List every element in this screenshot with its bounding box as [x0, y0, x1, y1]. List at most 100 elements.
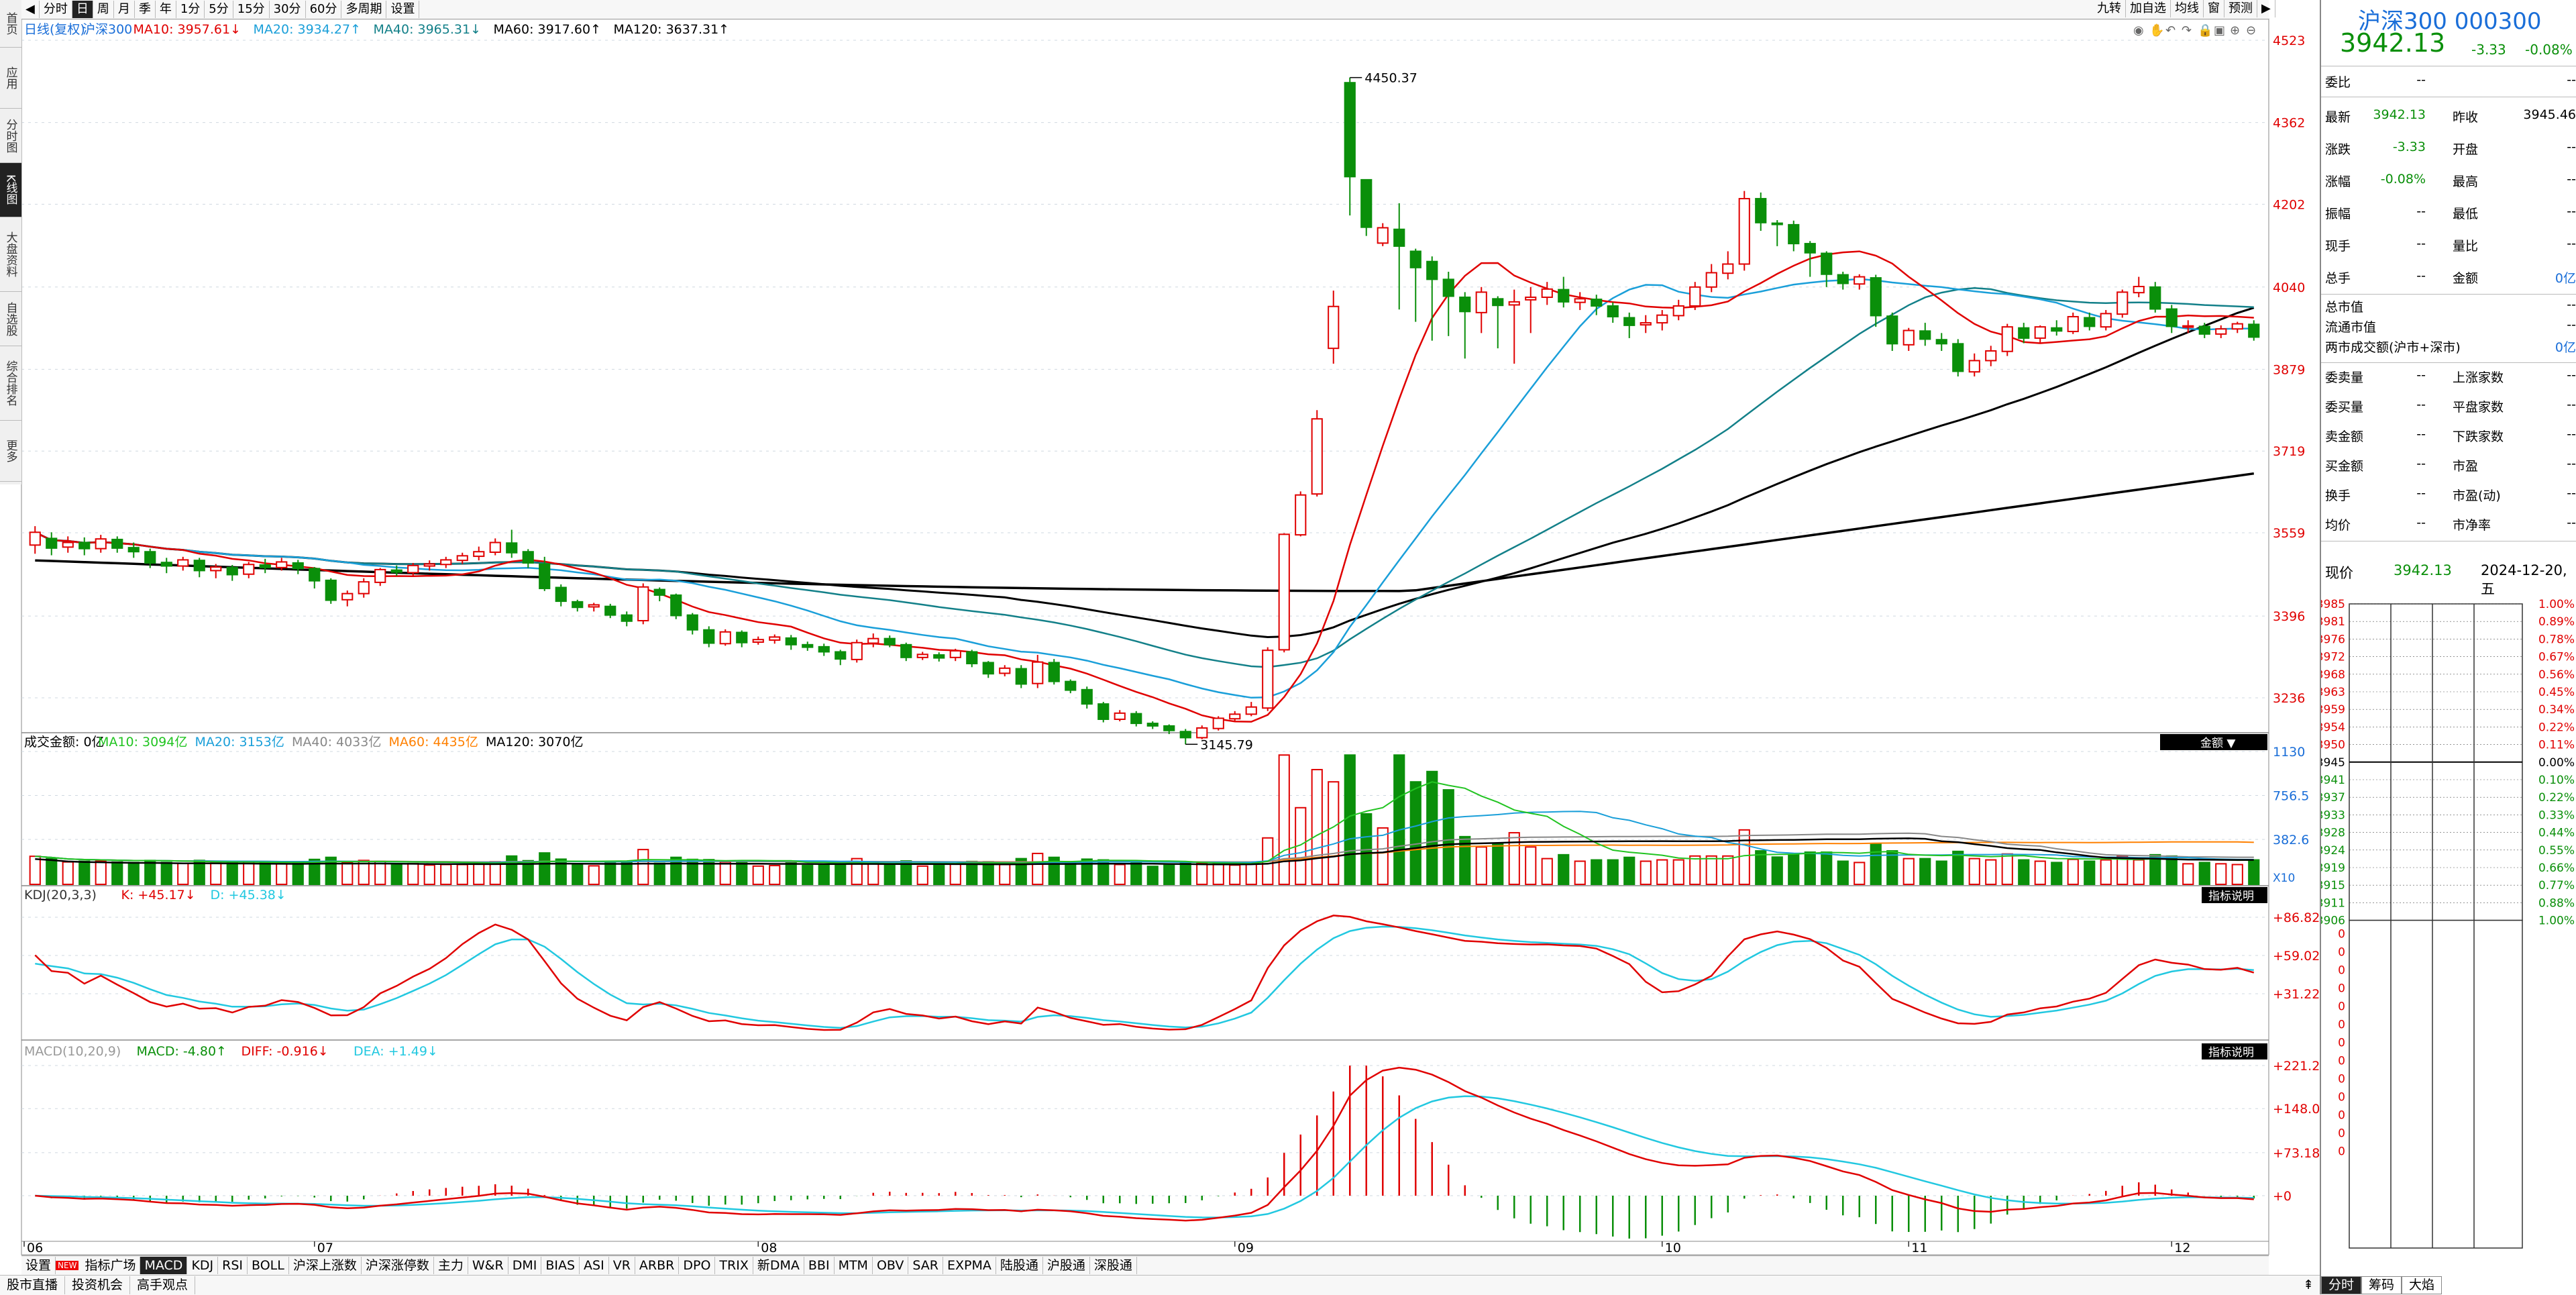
nav-back-icon[interactable]: ◀: [21, 1, 40, 18]
volume-bar[interactable]: [1081, 858, 1093, 886]
indicator-tab-14[interactable]: VR: [609, 1257, 635, 1274]
candle-body[interactable]: [653, 588, 665, 596]
candle-body[interactable]: [292, 562, 304, 570]
candle-body[interactable]: [670, 594, 682, 617]
candle-body[interactable]: [1607, 305, 1619, 317]
bottom-tab-0[interactable]: 股市直播: [0, 1276, 66, 1294]
candle-body[interactable]: [226, 566, 238, 576]
quote-tab-0[interactable]: 分时: [2321, 1276, 2362, 1294]
candle-body[interactable]: [1870, 277, 1882, 317]
candle-body[interactable]: [736, 631, 748, 643]
candle-body[interactable]: [1245, 706, 1257, 715]
left-nav-5[interactable]: 自选股: [0, 292, 21, 346]
period-1[interactable]: 日: [72, 1, 93, 18]
volume-bar[interactable]: [440, 864, 452, 886]
volume-bar[interactable]: [1788, 853, 1800, 885]
indicator-tab-24[interactable]: 陆股通: [996, 1257, 1043, 1274]
period-12[interactable]: 设置: [386, 1, 420, 18]
volume-bar[interactable]: [2051, 862, 2063, 885]
candle-body[interactable]: [1886, 315, 1898, 345]
volume-bar[interactable]: [127, 862, 140, 885]
volume-bar[interactable]: [1344, 754, 1356, 885]
candle-body[interactable]: [999, 667, 1011, 674]
candle-body[interactable]: [802, 643, 814, 648]
redo-icon[interactable]: ↷: [2182, 23, 2192, 38]
candle-body[interactable]: [78, 541, 91, 550]
candle-body[interactable]: [703, 629, 715, 644]
candle-body[interactable]: [1097, 703, 1110, 720]
indicator-tab-7[interactable]: 沪深上涨数: [289, 1257, 362, 1274]
volume-bar[interactable]: [111, 861, 123, 885]
left-nav-6[interactable]: 综合排名: [0, 346, 21, 421]
candle-body[interactable]: [1508, 301, 1520, 306]
volume-bar[interactable]: [1377, 827, 1389, 885]
candle-body[interactable]: [1821, 252, 1833, 275]
candle-body[interactable]: [1837, 274, 1849, 284]
undo-icon[interactable]: ↶: [2165, 23, 2176, 38]
candle-body[interactable]: [1475, 291, 1487, 313]
indicator-tab-25[interactable]: 沪股通: [1043, 1257, 1090, 1274]
volume-bar[interactable]: [2215, 863, 2227, 886]
candle-body[interactable]: [243, 564, 255, 575]
candle-body[interactable]: [2067, 315, 2079, 333]
volume-bar[interactable]: [1919, 858, 1931, 886]
volume-bar[interactable]: [1492, 843, 1504, 886]
volume-bar[interactable]: [1755, 850, 1767, 885]
candle-body[interactable]: [1295, 494, 1307, 536]
candle-body[interactable]: [1705, 272, 1717, 288]
volume-selector[interactable]: [2160, 734, 2267, 750]
volume-bar[interactable]: [390, 864, 402, 885]
volume-bar[interactable]: [1245, 862, 1257, 885]
candle-body[interactable]: [1393, 228, 1405, 247]
period-8[interactable]: 15分: [233, 1, 270, 18]
candle-body[interactable]: [2116, 291, 2129, 315]
candle-body[interactable]: [506, 542, 518, 554]
volume-bar[interactable]: [1541, 858, 1553, 886]
volume-bar[interactable]: [243, 861, 255, 885]
candle-body[interactable]: [1541, 288, 1553, 299]
indicator-tab-2[interactable]: 指标广场: [80, 1257, 141, 1274]
indicator-tab-16[interactable]: DPO: [679, 1257, 716, 1274]
candle-body[interactable]: [588, 604, 600, 608]
volume-bar[interactable]: [1985, 859, 1997, 885]
candle-body[interactable]: [1919, 330, 1931, 340]
candle-body[interactable]: [1689, 286, 1701, 307]
indicator-tab-12[interactable]: BIAS: [541, 1257, 580, 1274]
candle-body[interactable]: [2100, 313, 2112, 328]
candle-body[interactable]: [259, 564, 271, 568]
volume-bar[interactable]: [1409, 781, 1421, 885]
period-11[interactable]: 多周期: [341, 1, 387, 18]
volume-bar[interactable]: [1935, 860, 1947, 886]
volume-bar[interactable]: [2100, 859, 2112, 885]
volume-bar[interactable]: [259, 862, 271, 885]
candle-body[interactable]: [883, 637, 896, 645]
volume-bar[interactable]: [2182, 863, 2194, 886]
volume-bar[interactable]: [2116, 855, 2129, 886]
volume-bar[interactable]: [62, 861, 74, 885]
volume-bar[interactable]: [621, 862, 633, 885]
volume-bar[interactable]: [1311, 768, 1323, 886]
volume-bar[interactable]: [572, 864, 584, 886]
volume-bar[interactable]: [1722, 855, 1734, 886]
toolbar-right-2[interactable]: 均线: [2171, 0, 2204, 17]
candle-body[interactable]: [62, 541, 74, 548]
indicator-tab-21[interactable]: OBV: [873, 1257, 909, 1274]
zoom-in-icon[interactable]: ⊕: [2230, 23, 2240, 38]
candle-body[interactable]: [1426, 260, 1438, 280]
indicator-tab-26[interactable]: 深股通: [1090, 1257, 1137, 1274]
candle-body[interactable]: [818, 645, 830, 653]
candle-body[interactable]: [686, 614, 698, 631]
candle-body[interactable]: [1081, 688, 1093, 705]
candle-body[interactable]: [374, 568, 386, 583]
bottom-tab-2[interactable]: 高手观点: [130, 1276, 196, 1294]
volume-bar[interactable]: [407, 862, 419, 886]
nav-forward-icon[interactable]: ▶: [2257, 0, 2275, 17]
volume-bar[interactable]: [210, 862, 222, 885]
candle-body[interactable]: [1952, 343, 1964, 372]
period-2[interactable]: 周: [93, 1, 114, 18]
volume-bar[interactable]: [637, 849, 649, 886]
volume-bar[interactable]: [1196, 862, 1208, 885]
volume-bar[interactable]: [489, 861, 501, 886]
volume-bar[interactable]: [1902, 858, 1915, 886]
